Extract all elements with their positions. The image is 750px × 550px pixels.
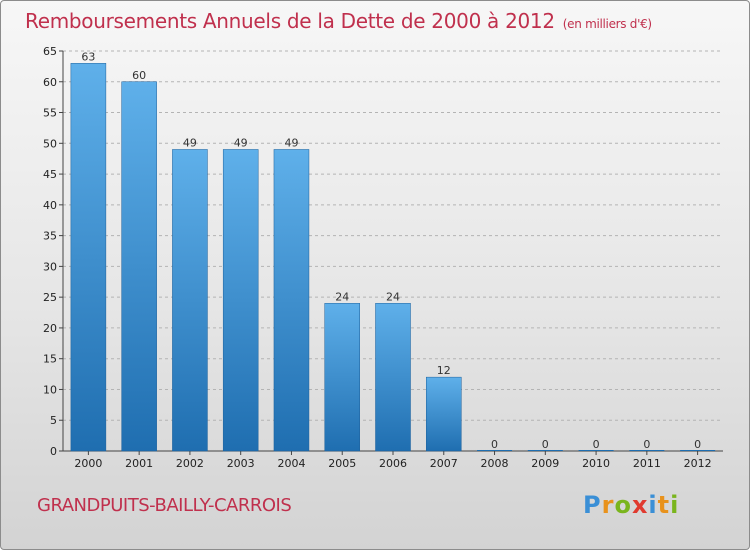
bar — [172, 149, 208, 452]
city-name: GRANDPUITS-BAILLY-CARROIS — [37, 495, 292, 516]
bar — [375, 303, 411, 452]
x-tick-label: 2002 — [176, 457, 204, 470]
x-tick-label: 2000 — [74, 457, 102, 470]
x-tick-label: 2004 — [277, 457, 305, 470]
y-tick-label: 55 — [43, 107, 57, 120]
y-tick-label: 15 — [43, 353, 57, 366]
data-label: 63 — [81, 50, 95, 63]
proxiti-logo: Proxiti — [583, 491, 679, 519]
y-tick-label: 50 — [43, 137, 57, 150]
logo-letter: x — [631, 491, 649, 519]
y-tick-label: 5 — [50, 414, 57, 427]
chart-title: Remboursements Annuels de la Dette de 20… — [25, 9, 652, 33]
bar — [680, 450, 716, 451]
data-label: 24 — [386, 290, 400, 303]
logo-letter: i — [670, 491, 680, 519]
y-tick-label: 10 — [43, 383, 57, 396]
x-tick-label: 2008 — [481, 457, 509, 470]
x-tick-label: 2003 — [227, 457, 255, 470]
y-tick-label: 35 — [43, 230, 57, 243]
x-tick-label: 2007 — [430, 457, 458, 470]
data-label: 0 — [542, 438, 549, 451]
bar — [578, 450, 614, 451]
bar — [324, 303, 360, 452]
data-label: 24 — [335, 290, 349, 303]
y-tick-label: 60 — [43, 76, 57, 89]
bar — [121, 81, 157, 452]
bar — [273, 149, 310, 452]
x-tick-label: 2005 — [328, 457, 356, 470]
y-tick-label: 45 — [43, 168, 57, 181]
logo-letter: r — [601, 491, 615, 519]
data-label: 0 — [694, 438, 701, 451]
data-label: 12 — [437, 364, 451, 377]
bar — [70, 63, 107, 452]
x-tick-label: 2001 — [125, 457, 153, 470]
data-label: 0 — [593, 438, 600, 451]
bar-layer — [70, 63, 716, 452]
y-tick-label: 25 — [43, 291, 57, 304]
data-label: 0 — [643, 438, 650, 451]
x-tick-label: 2009 — [531, 457, 559, 470]
data-label: 0 — [491, 438, 498, 451]
data-label: 49 — [284, 136, 298, 149]
title-text: Remboursements Annuels de la Dette de 20… — [25, 9, 555, 33]
bar — [222, 149, 259, 452]
logo-letter: P — [583, 491, 602, 519]
y-tick-label: 20 — [43, 322, 57, 335]
x-tick-label: 2010 — [582, 457, 610, 470]
x-tick-label: 2006 — [379, 457, 407, 470]
logo-letter: t — [657, 491, 671, 519]
bar — [426, 376, 462, 452]
data-label: 49 — [183, 136, 197, 149]
bar — [629, 450, 665, 451]
logo-letter: o — [614, 491, 632, 519]
title-unit: (en milliers d'€) — [562, 17, 652, 31]
data-label: 49 — [234, 136, 248, 149]
x-tick-label: 2012 — [684, 457, 712, 470]
bar — [527, 450, 563, 451]
y-tick-label: 65 — [43, 45, 57, 58]
bar — [477, 450, 513, 451]
data-label: 60 — [132, 69, 146, 82]
y-tick-label: 40 — [43, 199, 57, 212]
y-tick-label: 30 — [43, 260, 57, 273]
y-tick-label: 0 — [50, 445, 57, 458]
x-tick-label: 2011 — [633, 457, 661, 470]
label-layer: 63 60 49 49 49 24 24 12 0 0 0 0 0 — [81, 50, 701, 451]
logo-letter: i — [648, 491, 658, 519]
